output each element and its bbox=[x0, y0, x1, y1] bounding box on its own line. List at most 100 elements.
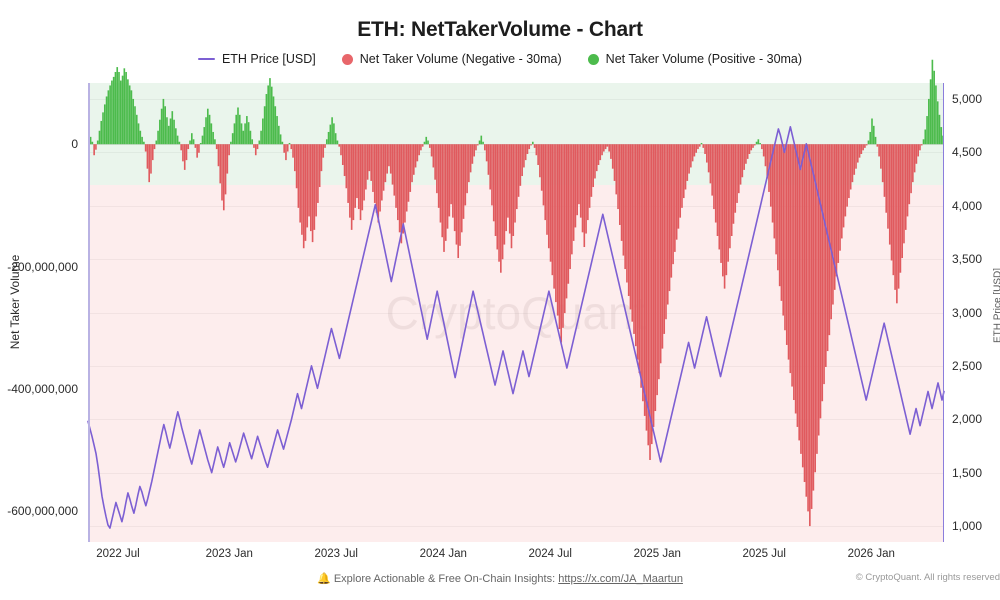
bar bbox=[853, 144, 856, 175]
bar bbox=[624, 144, 626, 270]
bar bbox=[723, 144, 726, 289]
chart-legend: ETH Price [USD] Net Taker Volume (Negati… bbox=[0, 52, 1000, 66]
bar bbox=[391, 144, 394, 185]
bar bbox=[933, 70, 935, 145]
bar bbox=[899, 144, 902, 273]
bar bbox=[270, 86, 273, 145]
bar bbox=[526, 144, 529, 154]
bar bbox=[334, 133, 337, 145]
legend-item-net-taker-negative[interactable]: Net Taker Volume (Negative - 30ma) bbox=[341, 52, 562, 66]
bar bbox=[645, 144, 648, 431]
bar bbox=[666, 144, 669, 305]
bar bbox=[872, 125, 875, 145]
bar bbox=[759, 142, 761, 145]
bar bbox=[208, 114, 211, 145]
bar bbox=[425, 136, 428, 145]
bar bbox=[262, 118, 264, 145]
bar bbox=[249, 130, 252, 145]
bar bbox=[176, 135, 179, 145]
y-axis-left-tick: -600,000,000 bbox=[7, 504, 78, 519]
y-axis-right-tick: 2,500 bbox=[952, 358, 983, 373]
bar bbox=[281, 141, 284, 145]
bar bbox=[404, 144, 406, 223]
bar bbox=[761, 144, 763, 150]
bar bbox=[221, 144, 223, 201]
bar bbox=[340, 144, 342, 156]
y-axis-left-ticks: 0 -200,000,000 -400,000,000 -600,000,000 bbox=[0, 83, 84, 542]
y-axis-left-tick: -400,000,000 bbox=[7, 382, 78, 396]
bar bbox=[171, 111, 174, 145]
bar bbox=[688, 144, 690, 174]
bar bbox=[627, 144, 630, 296]
bar bbox=[810, 144, 813, 509]
bar bbox=[560, 144, 563, 343]
footer-promo-link[interactable]: https://x.com/JA_Maartun bbox=[558, 573, 683, 585]
bar bbox=[359, 144, 362, 221]
bar bbox=[512, 144, 515, 236]
bar bbox=[695, 144, 697, 153]
y-axis-right-tick: 1,500 bbox=[952, 465, 983, 480]
bar bbox=[183, 144, 186, 170]
bar bbox=[272, 96, 275, 145]
bar bbox=[290, 144, 293, 150]
bar bbox=[500, 144, 502, 273]
bar bbox=[441, 144, 444, 238]
legend-dot-icon-positive bbox=[587, 53, 599, 65]
y-axis-right-ticks: 5,000 4,500 4,000 3,500 3,000 2,500 2,000 1,500… bbox=[948, 83, 1000, 542]
bar bbox=[228, 144, 230, 156]
bar bbox=[562, 144, 564, 328]
bar bbox=[713, 144, 715, 210]
bar bbox=[191, 133, 193, 145]
bar bbox=[111, 80, 113, 145]
bar bbox=[610, 144, 612, 159]
bar bbox=[817, 144, 820, 436]
bar bbox=[912, 144, 914, 183]
footer-promo: 🔔 Explore Actionable & Free On-Chain Ins… bbox=[0, 572, 1000, 585]
bar bbox=[379, 144, 381, 212]
bar bbox=[304, 144, 307, 241]
bar bbox=[201, 135, 204, 145]
bar bbox=[393, 144, 396, 196]
bar bbox=[288, 142, 291, 145]
bar bbox=[521, 144, 523, 177]
bar bbox=[686, 144, 689, 181]
bar bbox=[757, 139, 760, 145]
bar bbox=[109, 85, 111, 145]
bar bbox=[317, 144, 319, 203]
bar bbox=[908, 144, 911, 205]
bar bbox=[787, 144, 790, 360]
bar bbox=[203, 127, 206, 145]
bar bbox=[491, 144, 493, 206]
bar bbox=[821, 144, 824, 402]
bar bbox=[910, 144, 912, 194]
bar bbox=[590, 144, 593, 197]
bar bbox=[917, 144, 919, 157]
bar bbox=[615, 144, 618, 195]
bar bbox=[856, 144, 859, 163]
legend-item-net-taker-positive[interactable]: Net Taker Volume (Positive - 30ma) bbox=[587, 52, 803, 66]
bar bbox=[778, 144, 781, 287]
plot-right-border bbox=[942, 83, 944, 542]
bar bbox=[175, 128, 177, 145]
bar bbox=[299, 144, 301, 223]
bar bbox=[420, 144, 422, 151]
bar bbox=[551, 144, 554, 276]
bar bbox=[459, 144, 461, 246]
x-axis-ticks: 2022 Jul 2023 Jan 2023 Jul 2024 Jan 2024 Jul… bbox=[88, 548, 944, 566]
legend-item-eth-price[interactable]: ETH Price [USD] bbox=[197, 52, 316, 66]
legend-label-net-taker-positive: Net Taker Volume (Positive - 30ma) bbox=[605, 52, 803, 66]
plot-area[interactable]: CryptoQuant bbox=[87, 59, 945, 542]
bar bbox=[739, 144, 742, 185]
y-axis-right-tick: 3,500 bbox=[952, 252, 983, 267]
bar bbox=[210, 123, 213, 145]
bar bbox=[919, 144, 921, 151]
bar bbox=[780, 144, 783, 301]
bar bbox=[826, 144, 829, 352]
bar bbox=[753, 144, 756, 146]
bar bbox=[407, 144, 410, 202]
bar bbox=[471, 144, 474, 164]
bar bbox=[455, 144, 458, 245]
bar bbox=[103, 104, 106, 145]
bar bbox=[217, 144, 220, 167]
